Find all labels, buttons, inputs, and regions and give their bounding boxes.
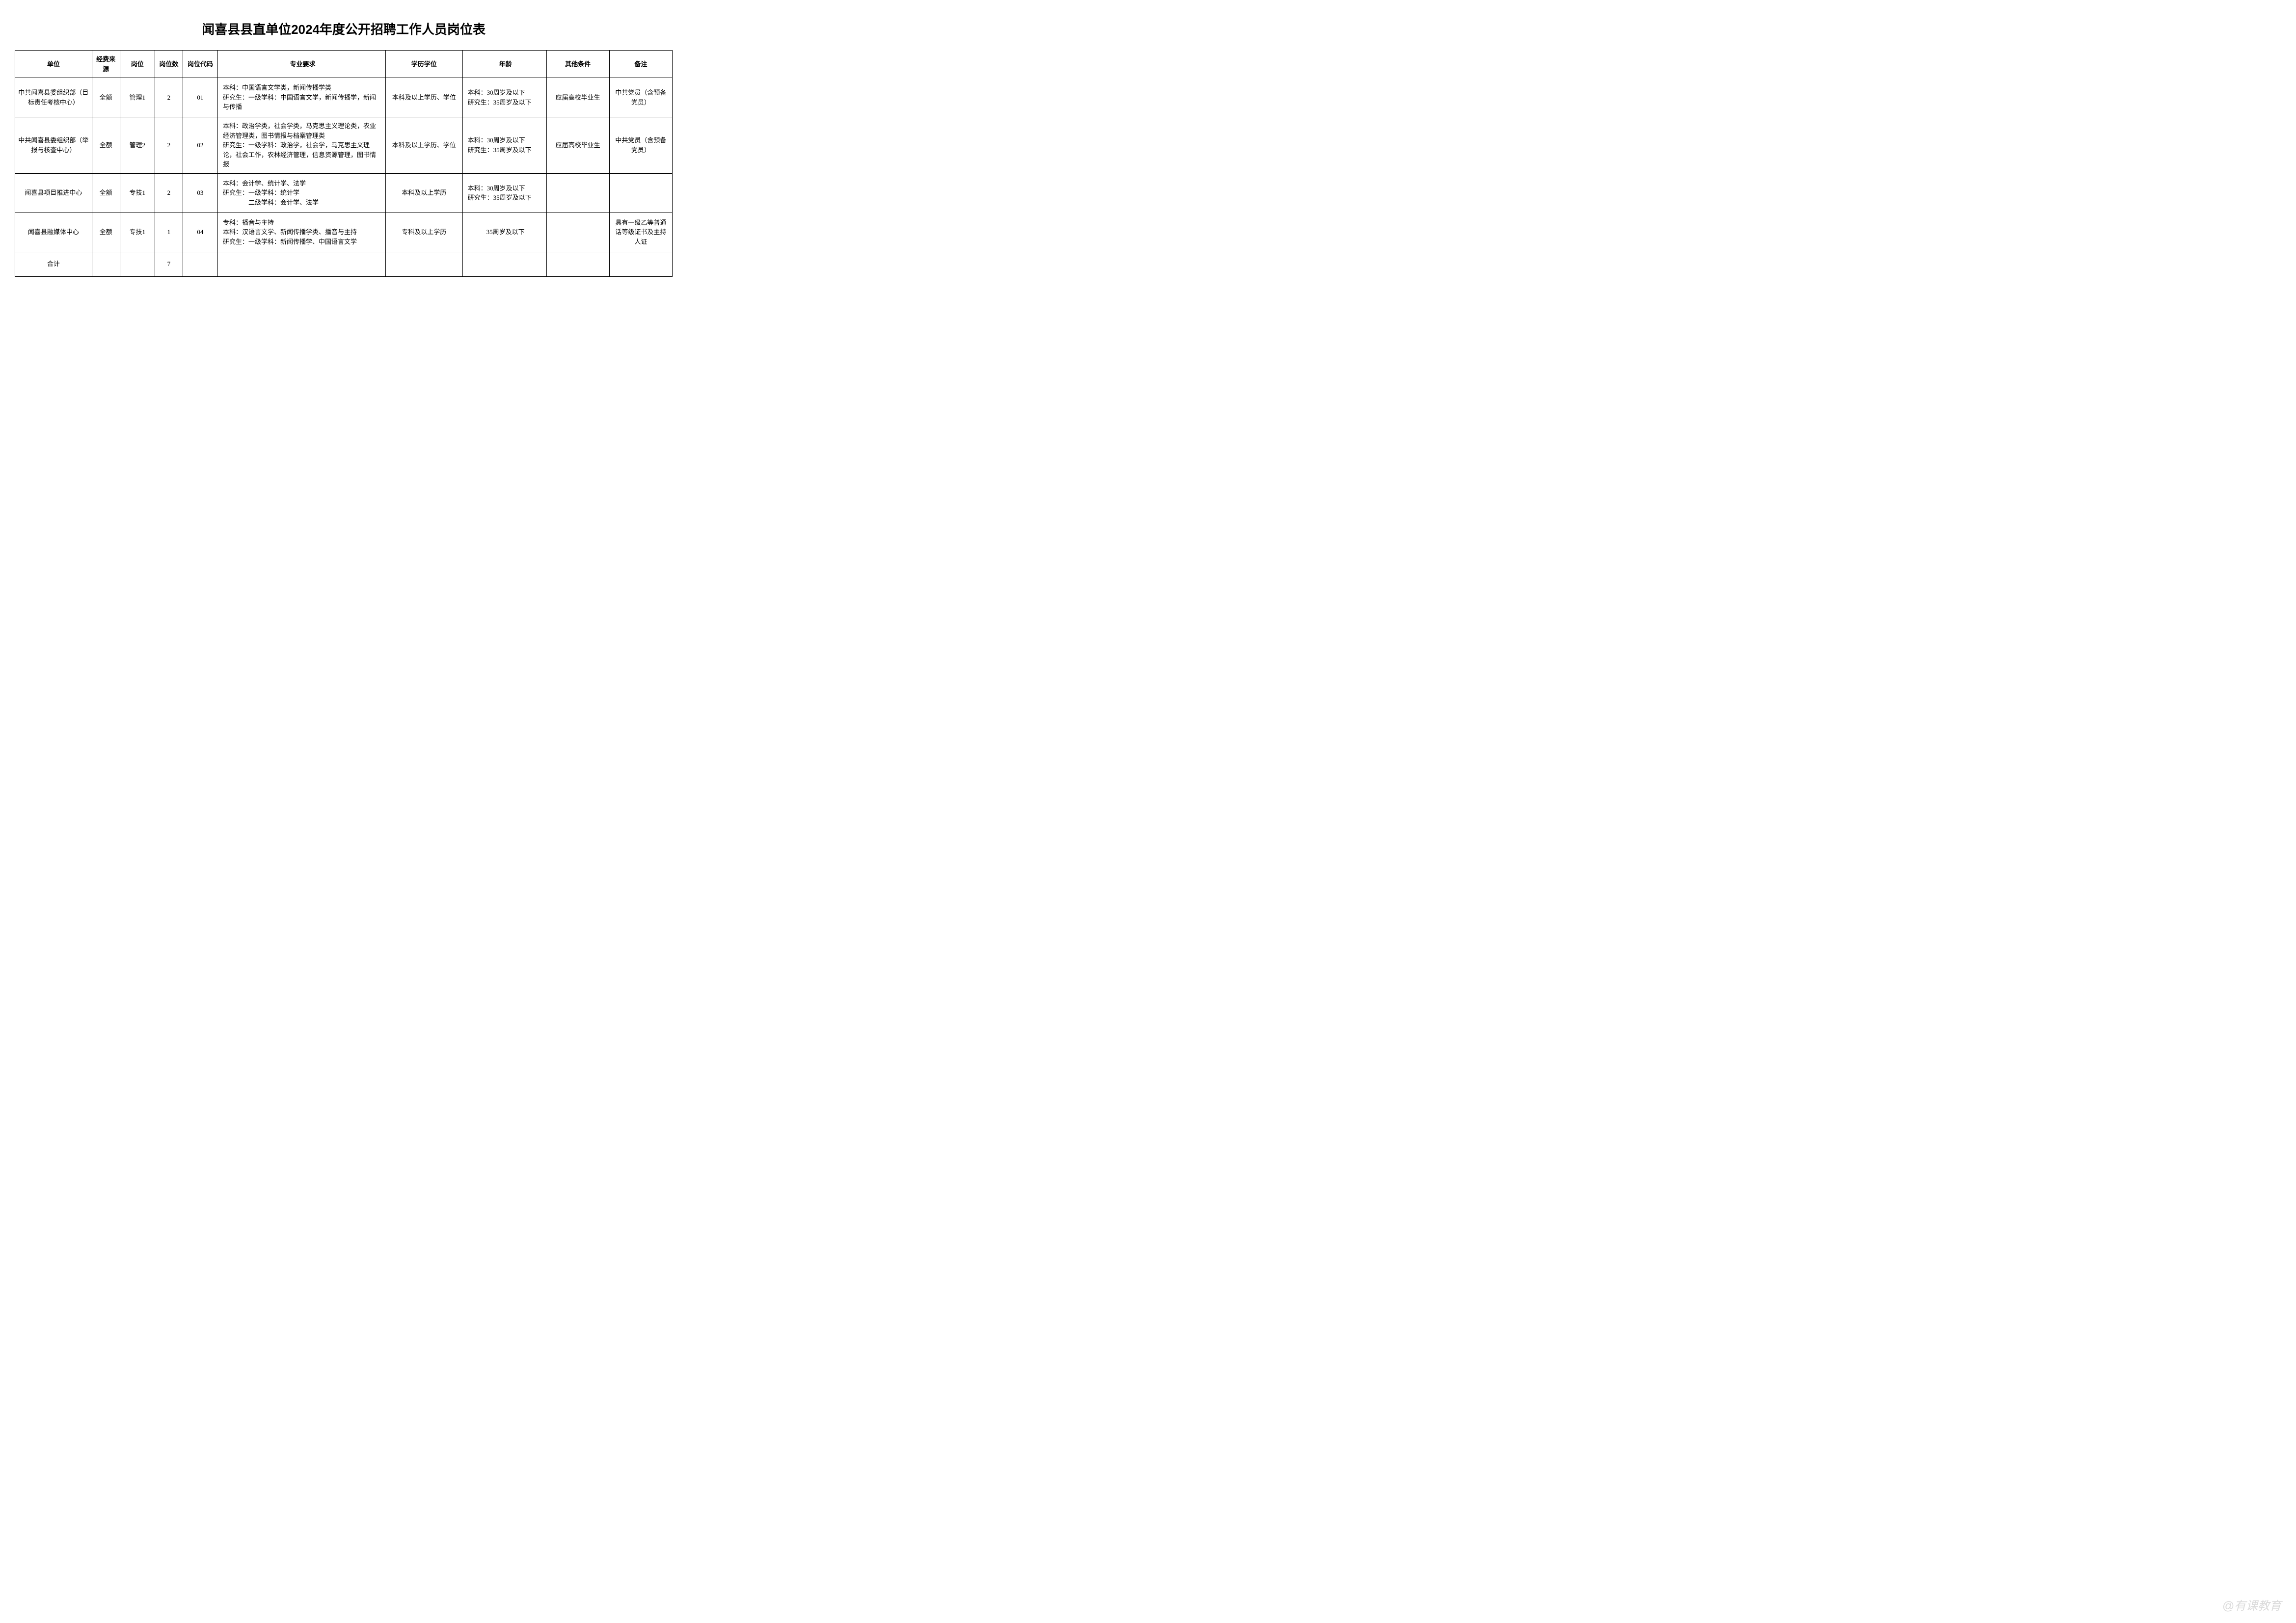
cell-empty xyxy=(385,252,462,276)
cell-count: 2 xyxy=(155,117,183,174)
cell-empty xyxy=(218,252,386,276)
cell-fund: 全额 xyxy=(92,117,120,174)
cell-post: 专技1 xyxy=(120,173,155,213)
page-title: 闻喜县县直单位2024年度公开招聘工作人员岗位表 xyxy=(15,20,673,38)
cell-empty xyxy=(92,252,120,276)
cell-post: 管理1 xyxy=(120,78,155,117)
cell-empty xyxy=(120,252,155,276)
cell-total-label: 合计 xyxy=(15,252,92,276)
cell-remark xyxy=(609,173,672,213)
cell-count: 2 xyxy=(155,173,183,213)
table-body: 中共闻喜县委组织部（目标责任考核中心） 全额 管理1 2 01 本科：中国语言文… xyxy=(15,78,673,277)
th-post: 岗位 xyxy=(120,51,155,78)
cell-unit: 中共闻喜县委组织部（目标责任考核中心） xyxy=(15,78,92,117)
cell-age: 35周岁及以下 xyxy=(462,213,546,252)
th-count: 岗位数 xyxy=(155,51,183,78)
cell-empty xyxy=(546,252,609,276)
cell-count: 2 xyxy=(155,78,183,117)
cell-age: 本科：30周岁及以下研究生：35周岁及以下 xyxy=(462,173,546,213)
table-header-row: 单位 经费来源 岗位 岗位数 岗位代码 专业要求 学历学位 年龄 其他条件 备注 xyxy=(15,51,673,78)
th-code: 岗位代码 xyxy=(183,51,217,78)
cell-post: 管理2 xyxy=(120,117,155,174)
cell-empty xyxy=(609,252,672,276)
cell-post: 专技1 xyxy=(120,213,155,252)
cell-unit: 中共闻喜县委组织部（举报与核查中心） xyxy=(15,117,92,174)
cell-unit: 闻喜县融媒体中心 xyxy=(15,213,92,252)
cell-fund: 全额 xyxy=(92,78,120,117)
cell-remark: 具有一级乙等普通话等级证书及主持人证 xyxy=(609,213,672,252)
cell-age: 本科：30周岁及以下研究生：35周岁及以下 xyxy=(462,117,546,174)
cell-major: 本科：会计学、统计学、法学研究生：一级学科：统计学 二级学科：会计学、法学 xyxy=(218,173,386,213)
cell-code: 03 xyxy=(183,173,217,213)
cell-code: 01 xyxy=(183,78,217,117)
th-age: 年龄 xyxy=(462,51,546,78)
cell-other xyxy=(546,173,609,213)
table-row: 中共闻喜县委组织部（举报与核查中心） 全额 管理2 2 02 本科：政治学类，社… xyxy=(15,117,673,174)
cell-empty xyxy=(462,252,546,276)
cell-code: 02 xyxy=(183,117,217,174)
cell-empty xyxy=(183,252,217,276)
th-unit: 单位 xyxy=(15,51,92,78)
cell-unit: 闻喜县项目推进中心 xyxy=(15,173,92,213)
cell-code: 04 xyxy=(183,213,217,252)
cell-count: 1 xyxy=(155,213,183,252)
table-row: 中共闻喜县委组织部（目标责任考核中心） 全额 管理1 2 01 本科：中国语言文… xyxy=(15,78,673,117)
cell-other: 应届高校毕业生 xyxy=(546,78,609,117)
cell-major: 本科：政治学类，社会学类，马克思主义理论类，农业经济管理类，图书情报与档案管理类… xyxy=(218,117,386,174)
th-other: 其他条件 xyxy=(546,51,609,78)
positions-table: 单位 经费来源 岗位 岗位数 岗位代码 专业要求 学历学位 年龄 其他条件 备注… xyxy=(15,50,673,277)
th-major: 专业要求 xyxy=(218,51,386,78)
table-total-row: 合计 7 xyxy=(15,252,673,276)
th-edu: 学历学位 xyxy=(385,51,462,78)
th-remark: 备注 xyxy=(609,51,672,78)
watermark-text: @有课教育 xyxy=(2222,1596,2281,1613)
cell-fund: 全额 xyxy=(92,213,120,252)
cell-edu: 本科及以上学历、学位 xyxy=(385,117,462,174)
cell-remark: 中共党员（含预备党员） xyxy=(609,117,672,174)
th-fund: 经费来源 xyxy=(92,51,120,78)
cell-edu: 本科及以上学历 xyxy=(385,173,462,213)
cell-major: 专科：播音与主持本科：汉语言文学、新闻传播学类、播音与主持研究生：一级学科：新闻… xyxy=(218,213,386,252)
cell-age: 本科：30周岁及以下研究生：35周岁及以下 xyxy=(462,78,546,117)
table-row: 闻喜县项目推进中心 全额 专技1 2 03 本科：会计学、统计学、法学研究生：一… xyxy=(15,173,673,213)
cell-total-count: 7 xyxy=(155,252,183,276)
table-row: 闻喜县融媒体中心 全额 专技1 1 04 专科：播音与主持本科：汉语言文学、新闻… xyxy=(15,213,673,252)
cell-remark: 中共党员（含预备党员） xyxy=(609,78,672,117)
cell-edu: 本科及以上学历、学位 xyxy=(385,78,462,117)
cell-major: 本科：中国语言文学类，新闻传播学类研究生：一级学科：中国语言文学，新闻传播学，新… xyxy=(218,78,386,117)
cell-other: 应届高校毕业生 xyxy=(546,117,609,174)
cell-other xyxy=(546,213,609,252)
cell-fund: 全额 xyxy=(92,173,120,213)
cell-edu: 专科及以上学历 xyxy=(385,213,462,252)
